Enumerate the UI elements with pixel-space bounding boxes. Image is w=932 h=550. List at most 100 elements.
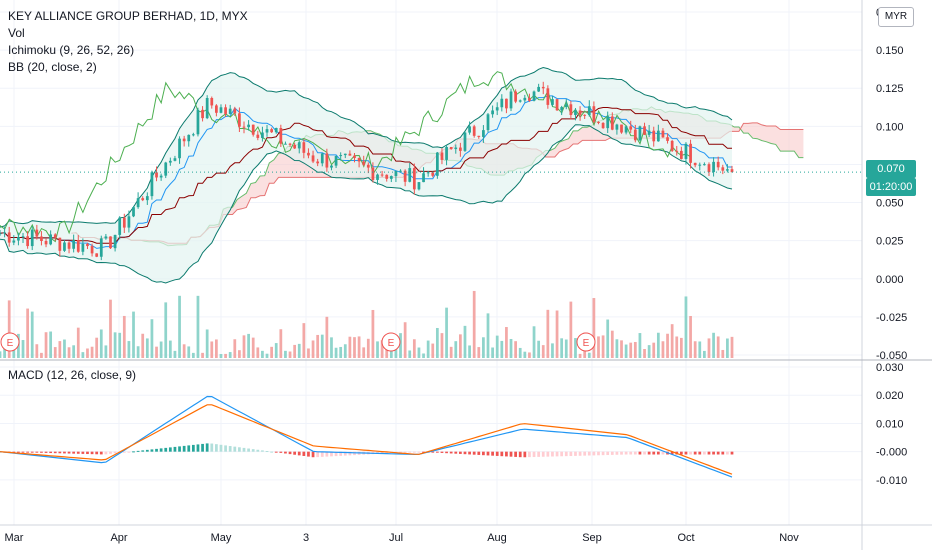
- volume-bar: [141, 333, 145, 358]
- macd-hist-bar: [555, 451, 559, 457]
- candle-body: [182, 138, 186, 142]
- volume-bar: [482, 337, 485, 358]
- volume-bar: [76, 327, 80, 358]
- volume-bar: [90, 346, 94, 358]
- volume-bar: [523, 351, 527, 358]
- candle-body: [606, 116, 610, 129]
- earnings-marker[interactable]: [576, 332, 596, 352]
- candle-body: [514, 91, 517, 102]
- volume-bar: [196, 295, 200, 358]
- candle-body: [560, 107, 564, 111]
- macd-hist-bar: [168, 447, 172, 452]
- macd-hist-bar: [104, 451, 108, 455]
- candle-body: [459, 147, 462, 151]
- candle-body: [417, 182, 421, 190]
- candle-body: [104, 236, 108, 239]
- macd-hist-bar: [541, 451, 545, 457]
- macd-hist-bar: [620, 451, 623, 455]
- candle-body: [72, 240, 76, 249]
- earnings-marker-label: E: [583, 338, 590, 349]
- volume-bar: [546, 309, 550, 358]
- macd-hist-bar: [440, 451, 444, 453]
- candle-body: [357, 158, 361, 162]
- volume-bar: [0, 351, 2, 358]
- macd-hist-bar: [592, 451, 596, 456]
- candle-body: [482, 130, 485, 137]
- macd-hist-bar: [698, 451, 702, 455]
- x-tick-label: Oct: [677, 532, 694, 544]
- volume-bar: [26, 308, 29, 358]
- candle-body: [265, 129, 269, 133]
- volume-bar: [703, 350, 706, 358]
- volume-bar: [81, 352, 85, 358]
- candle-body: [684, 143, 688, 159]
- candle-body: [656, 130, 660, 142]
- macd-hist-bar: [610, 451, 614, 455]
- volume-bar: [366, 338, 370, 358]
- candle-body: [76, 240, 80, 252]
- volume-bar: [256, 347, 260, 358]
- candle-body: [371, 167, 375, 180]
- macd-hist-bar: [302, 451, 306, 456]
- candle-body: [376, 174, 379, 180]
- macd-hist-bar: [412, 451, 416, 453]
- volume-bar: [307, 348, 310, 358]
- candle-body: [53, 234, 57, 238]
- macd-hist-bar: [224, 445, 227, 452]
- currency-button[interactable]: MYR: [878, 7, 914, 27]
- macd-hist-bar: [546, 451, 550, 457]
- candle-body: [574, 110, 577, 116]
- candle-body: [698, 164, 702, 166]
- earnings-marker[interactable]: [0, 332, 20, 352]
- candle-body: [666, 137, 669, 141]
- earnings-marker[interactable]: [381, 332, 401, 352]
- volume-bar: [445, 307, 448, 358]
- macd-hist-bar: [707, 451, 711, 455]
- volume-bar: [528, 352, 531, 358]
- volume-bar: [564, 339, 568, 358]
- macd-hist-bar: [21, 451, 25, 453]
- candle-body: [615, 124, 619, 130]
- candle-body: [293, 144, 297, 149]
- candle-body: [40, 236, 43, 241]
- y-tick-label: 0.025: [876, 236, 904, 248]
- macd-hist-bar: [67, 451, 71, 454]
- macd-hist-bar: [159, 448, 163, 452]
- volume-bar: [353, 337, 356, 358]
- candle-body: [44, 240, 48, 245]
- macd-hist-bar: [63, 451, 66, 454]
- macd-hist-bar: [265, 451, 269, 453]
- volume-bar: [293, 344, 297, 358]
- macd-hist-bar: [578, 451, 582, 456]
- candle-body: [284, 143, 287, 145]
- volume-bar: [435, 327, 439, 358]
- candle-body: [99, 238, 103, 257]
- macd-hist-bar: [712, 451, 715, 455]
- macd-hist-bar: [242, 447, 246, 452]
- macd-hist-bar: [150, 449, 154, 452]
- volume-bar: [666, 333, 669, 358]
- macd-hist-bar: [191, 444, 195, 452]
- macd-hist-bar: [99, 451, 103, 455]
- bb-upper: [0, 66, 733, 228]
- legend-ichimoku: Ichimoku (9, 26, 52, 26): [8, 43, 135, 57]
- candle-body: [532, 91, 536, 101]
- volume-bar: [643, 348, 646, 358]
- macd-hist-bar: [178, 446, 181, 452]
- volume-bar: [44, 332, 48, 358]
- volume-bar: [537, 340, 541, 358]
- volume-bar: [182, 344, 186, 358]
- macd-hist-bar: [228, 446, 232, 452]
- candle-body: [449, 147, 453, 150]
- macd-hist-bar: [219, 444, 223, 452]
- volume-bar: [155, 346, 158, 358]
- candle-body: [707, 164, 711, 173]
- candle-body: [26, 236, 29, 247]
- macd-hist-bar: [132, 451, 135, 453]
- volume-bar: [620, 340, 623, 358]
- volume-bar: [159, 341, 163, 358]
- earnings-marker-label: E: [388, 338, 395, 349]
- candle-body: [730, 169, 734, 173]
